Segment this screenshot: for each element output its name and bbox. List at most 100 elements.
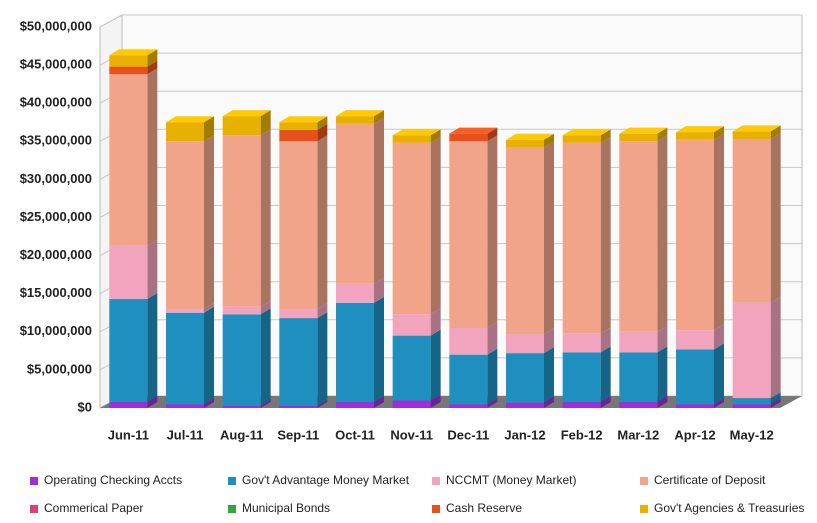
bar-side: [374, 296, 384, 402]
bar-side: [600, 327, 611, 353]
y-tick-label: $0: [78, 399, 92, 414]
bar-side: [544, 133, 554, 148]
bar-side: [600, 346, 611, 402]
bar-segment: [109, 74, 148, 246]
bar-segment: [562, 135, 601, 143]
bar-top: [562, 129, 611, 136]
legend-label: NCCMT (Money Market): [446, 473, 576, 487]
bar-segment: [562, 333, 601, 353]
bar-side: [487, 135, 498, 328]
bar-segment: [619, 352, 658, 402]
bar-segment: [449, 133, 488, 142]
bar-segment: [392, 142, 431, 315]
legend-label: Gov't Agencies & Treasuries: [654, 501, 804, 515]
bar-side: [714, 126, 724, 140]
bar-segment: [279, 141, 318, 309]
bar-segment: [166, 141, 204, 309]
bar-side: [430, 394, 441, 408]
bar-side: [544, 141, 554, 335]
bar-side: [147, 68, 158, 246]
bar-segment: [562, 142, 601, 334]
bar-segment: [562, 401, 601, 408]
bar-top: [279, 116, 328, 123]
bar-side: [204, 306, 214, 405]
bar-top: [506, 133, 554, 140]
y-tick-label: $35,000,000: [20, 133, 92, 148]
legend-swatch: [432, 477, 440, 485]
bar-side: [147, 239, 158, 300]
bar-side: [147, 49, 158, 67]
bar-side: [657, 135, 668, 332]
bar-segment: [336, 123, 374, 284]
bar-segment: [506, 139, 544, 148]
bar-segment: [676, 139, 714, 331]
bar-side: [260, 308, 271, 406]
bar-segment: [166, 122, 204, 142]
bar-top: [109, 49, 158, 56]
bar-side: [204, 398, 214, 408]
y-tick-label: $20,000,000: [20, 247, 92, 262]
bar-segment: [279, 318, 318, 406]
bar-segment: [449, 404, 488, 408]
x-tick-label: Dec-11: [447, 427, 489, 442]
bar-segment: [732, 302, 771, 399]
bar-segment: [732, 131, 771, 140]
grid-line: [99, 14, 802, 28]
x-tick-label: Mar-12: [617, 427, 659, 442]
bar-side: [600, 395, 611, 408]
bar-side: [147, 60, 158, 75]
bar-segment: [109, 55, 148, 67]
bar-segment: [676, 349, 714, 405]
bar-side: [770, 392, 781, 405]
bar-side: [657, 325, 668, 353]
bar-side: [204, 135, 214, 309]
bar-side: [544, 328, 554, 354]
bar-segment: [222, 135, 261, 307]
bar-side: [657, 127, 668, 142]
bar-side: [430, 329, 441, 401]
bar-segment: [619, 141, 658, 332]
bar-segment: [109, 66, 148, 75]
bar-segment: [279, 122, 318, 130]
x-tick-label: Jul-11: [167, 427, 204, 442]
x-tick-label: Nov-11: [390, 427, 433, 442]
y-tick-label: $15,000,000: [20, 285, 92, 300]
bar-segment: [732, 404, 771, 408]
bar-side: [770, 125, 781, 140]
x-tick-label: Jan-12: [504, 427, 545, 442]
bar-segment: [619, 401, 658, 408]
bar-side: [317, 312, 328, 406]
legend-label: Municipal Bonds: [242, 501, 330, 515]
bar-segment: [506, 402, 544, 408]
bar-top: [392, 129, 441, 136]
bar-segment: [166, 404, 204, 408]
bar-side: [204, 302, 214, 313]
bar-side: [770, 296, 781, 399]
bar-side: [487, 348, 498, 405]
legend-label: Certificate of Deposit: [654, 473, 766, 487]
bar-side: [600, 136, 611, 334]
bar-segment: [676, 132, 714, 140]
bar-segment: [166, 312, 204, 405]
bar-top: [732, 125, 781, 132]
bar-segment: [279, 308, 318, 319]
bar-segment: [562, 352, 601, 402]
legend-label: Operating Checking Accts: [44, 473, 182, 487]
bar-side: [714, 398, 724, 408]
bar-side: [204, 116, 214, 142]
bar-side: [374, 117, 384, 284]
bar-segment: [506, 147, 544, 335]
x-tick-label: May-12: [730, 427, 774, 442]
bar-top: [166, 116, 214, 123]
bar-segment: [222, 405, 261, 408]
bar-side: [317, 135, 328, 309]
bar-side: [770, 398, 781, 408]
bar-segment: [222, 116, 261, 136]
legend-label: Commerical Paper: [44, 501, 143, 515]
bar-side: [317, 116, 328, 130]
bar-side: [260, 129, 271, 307]
bar-side: [714, 324, 724, 350]
bar-top: [222, 110, 271, 117]
bar-segment: [222, 314, 261, 406]
